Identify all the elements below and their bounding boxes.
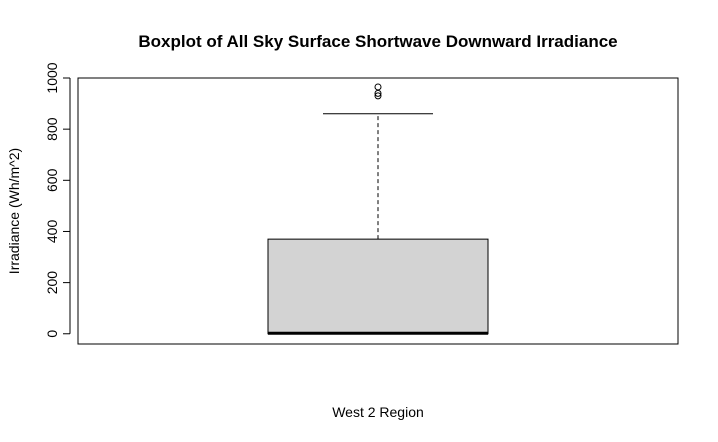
chart-title: Boxplot of All Sky Surface Shortwave Dow… <box>138 32 617 51</box>
outlier-point <box>374 83 382 91</box>
y-tick-label: 0 <box>44 330 60 338</box>
x-axis-label: West 2 Region <box>332 404 424 420</box>
y-tick-label: 400 <box>44 220 60 244</box>
y-tick-label: 600 <box>44 168 60 192</box>
outlier-point <box>374 92 382 100</box>
plot-frame <box>77 77 679 345</box>
box-plot <box>267 83 489 335</box>
y-axis: 0 200 400 600 800 1000 <box>44 62 71 338</box>
y-tick-label: 800 <box>44 117 60 141</box>
y-tick-label: 200 <box>44 271 60 295</box>
y-tick-label: 1000 <box>44 62 60 93</box>
y-axis-label: Irradiance (Wh/m^2) <box>6 148 22 274</box>
box-iqr <box>267 238 489 335</box>
